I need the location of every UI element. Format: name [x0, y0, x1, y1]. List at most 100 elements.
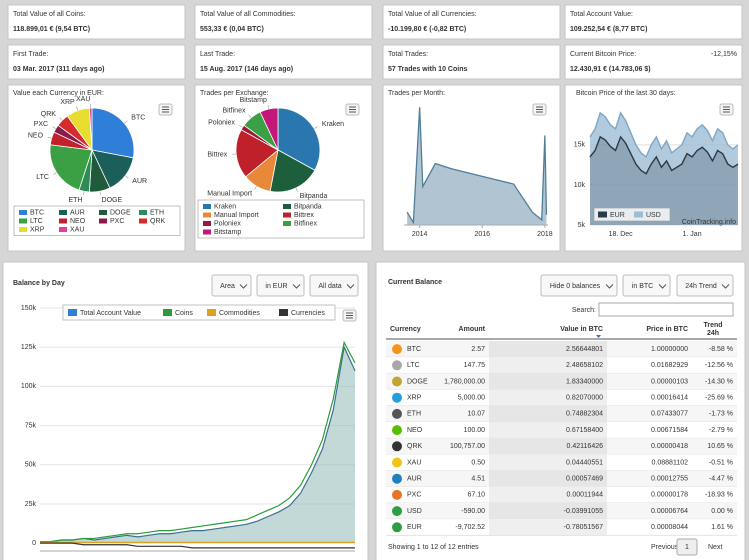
- table-cell: 0.00671584: [651, 427, 688, 434]
- pie-label: Kraken: [322, 121, 344, 128]
- pie-slice: [277, 107, 321, 171]
- pie-label: Bitpanda: [300, 193, 328, 200]
- legend-box: [197, 199, 365, 239]
- caret: [605, 284, 614, 289]
- dropdown-label: Hide 0 balances: [550, 283, 601, 290]
- card-value: 109.252,54 € (8,77 BTC): [570, 26, 647, 33]
- currency-link: EUR: [407, 524, 422, 531]
- legend-label: Currencies: [291, 310, 325, 317]
- pagination-next: Next: [708, 544, 722, 551]
- leader-line: [267, 105, 270, 110]
- table-cell: 100.00: [464, 427, 486, 434]
- dropdown-button[interactable]: [676, 274, 734, 297]
- line: [40, 340, 356, 543]
- panel: [7, 4, 186, 40]
- legend-swatch: [19, 227, 27, 232]
- legend-label: Total Account Value: [80, 310, 141, 317]
- legend-swatch: [203, 212, 211, 218]
- y-tick-label: 75k: [25, 422, 37, 429]
- table-cell: 0.07433077: [651, 411, 688, 418]
- legend-swatch: [598, 211, 607, 218]
- dropdown-button[interactable]: [256, 274, 305, 297]
- panel: [382, 4, 561, 40]
- leader-line: [313, 126, 318, 129]
- pie-label: PXC: [34, 121, 48, 128]
- table-cell: 0.00012755: [651, 476, 688, 483]
- caret: [292, 284, 301, 289]
- dropdown-button[interactable]: [622, 274, 671, 297]
- currency-link: LTC: [407, 362, 420, 369]
- card-change: -12,15%: [711, 51, 737, 58]
- legend-swatch: [634, 211, 643, 218]
- dropdown-button[interactable]: [540, 274, 618, 297]
- legend-label: Coins: [175, 310, 193, 317]
- card-value: 15 Aug. 2017 (146 days ago): [200, 66, 293, 73]
- card-value: 57 Trades with 10 Coins: [388, 66, 467, 73]
- pagination-previous: Previous: [651, 544, 679, 551]
- leader-line: [124, 120, 128, 124]
- currency-icon: [392, 506, 402, 517]
- table-cell: 0.00000418: [651, 443, 688, 450]
- legend-box: [593, 207, 671, 222]
- table-cell: -0.03991055: [564, 508, 603, 515]
- column-header: Price in BTC: [646, 326, 688, 333]
- card-value: 553,33 € (0,04 BTC): [200, 26, 264, 33]
- table-cell: 0.00057469: [566, 476, 603, 483]
- dropdown-button[interactable]: [211, 274, 252, 297]
- caret: [346, 284, 355, 289]
- table-cell: 5,000.00: [458, 395, 485, 402]
- x-tick-label: 2014: [412, 231, 428, 238]
- y-tick-label: 10k: [574, 182, 586, 189]
- currency-icon: [392, 344, 402, 355]
- table-cell: 2.56644801: [566, 346, 603, 353]
- y-tick-label: 25k: [25, 501, 37, 508]
- sorted-cell: [489, 519, 607, 536]
- currency-icon: [392, 376, 402, 387]
- dropdown-button[interactable]: [309, 274, 359, 297]
- currency-icon: [392, 473, 402, 484]
- table-cell: 2.48658102: [566, 362, 603, 369]
- currency-link: QRK: [407, 443, 423, 450]
- column-header: Value in BTC: [560, 326, 603, 333]
- table-cell: 1.83340000: [566, 378, 603, 385]
- legend-swatch: [283, 204, 291, 209]
- table-cell: 147.75: [464, 362, 486, 369]
- table-cell: 1.00000000: [651, 346, 688, 353]
- currency-link: DOGE: [407, 378, 428, 385]
- trend-cell: -8.58 %: [709, 346, 733, 353]
- sorted-cell: [489, 373, 607, 390]
- table-cell: 0.00011944: [567, 492, 604, 499]
- legend-label: Kraken: [214, 203, 236, 210]
- pie-label: Poloniex: [208, 120, 235, 127]
- legend-swatch: [203, 229, 211, 235]
- legend-swatch: [99, 218, 107, 224]
- panel: [382, 84, 561, 252]
- leader-line: [248, 114, 252, 118]
- table-cell: -9,702.52: [455, 524, 485, 531]
- pie-label: XRP: [60, 99, 75, 106]
- sorted-cell: [489, 470, 607, 487]
- legend-swatch: [59, 210, 67, 215]
- legend-swatch: [99, 210, 107, 215]
- pie-label: XAU: [76, 96, 90, 103]
- pie-label: LTC: [36, 174, 49, 181]
- leader-line: [76, 106, 79, 111]
- trend-cell: -2.79 %: [709, 427, 733, 434]
- caret: [658, 284, 667, 289]
- sorted-cell: [489, 503, 607, 520]
- sorted-cell: [489, 405, 607, 422]
- legend-box: [13, 205, 181, 236]
- chart-title: Value each Currency in EUR:: [13, 90, 104, 97]
- trend-cell: -18.93 %: [705, 492, 733, 499]
- pie-label: BTC: [131, 114, 145, 121]
- x-tick-label: 2016: [474, 231, 490, 238]
- table-cell: -590.00: [461, 508, 485, 515]
- table-cell: 0.74882304: [566, 411, 603, 418]
- pie-label: ETH: [68, 197, 82, 204]
- area: [590, 112, 738, 225]
- search-input[interactable]: [598, 302, 734, 317]
- pagination-current[interactable]: [676, 538, 698, 556]
- pie-slice: [49, 144, 93, 191]
- table-info: Showing 1 to 12 of 12 entries: [388, 544, 479, 551]
